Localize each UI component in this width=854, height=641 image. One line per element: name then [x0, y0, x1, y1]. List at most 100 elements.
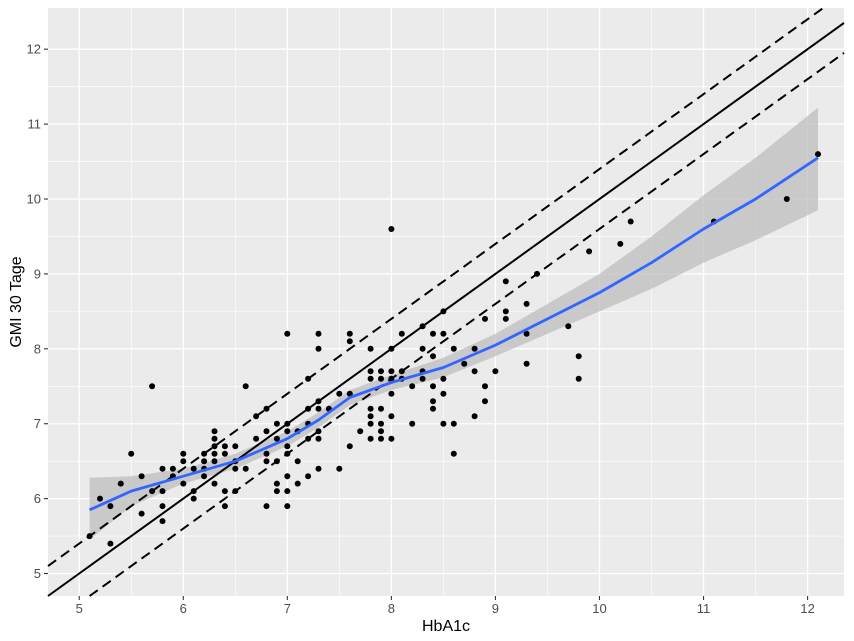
x-tick-label: 7: [284, 601, 291, 616]
data-point: [253, 435, 260, 442]
data-point: [315, 428, 322, 435]
data-point: [273, 420, 280, 427]
data-point: [367, 345, 374, 352]
data-point: [378, 435, 384, 442]
data-point: [388, 226, 395, 232]
x-tick-label: 6: [180, 601, 187, 616]
data-point: [367, 375, 374, 382]
data-point: [117, 480, 124, 487]
data-point: [440, 375, 447, 382]
data-point: [367, 405, 374, 412]
data-point: [367, 435, 374, 442]
data-point: [378, 375, 384, 382]
data-point: [367, 413, 374, 420]
data-point: [263, 503, 270, 510]
data-point: [430, 383, 436, 390]
x-tick-label: 11: [697, 601, 711, 616]
data-point: [201, 473, 208, 480]
y-tick-label: 7: [34, 416, 41, 431]
data-point: [398, 368, 405, 375]
data-point: [211, 428, 218, 435]
data-point: [201, 458, 208, 465]
data-point: [315, 405, 322, 412]
data-point: [232, 443, 239, 450]
y-tick-label: 5: [34, 566, 41, 581]
data-point: [575, 353, 582, 360]
data-point: [315, 465, 322, 472]
data-point: [107, 540, 114, 547]
data-point: [419, 345, 426, 352]
data-point: [273, 488, 280, 495]
data-point: [180, 450, 187, 457]
smooth-curve: [89, 156, 819, 512]
data-point: [221, 450, 228, 457]
data-point: [534, 270, 540, 277]
data-point: [450, 420, 457, 427]
data-point: [211, 458, 218, 465]
data-point: [419, 375, 426, 382]
data-point: [502, 315, 509, 322]
data-point: [97, 495, 103, 502]
data-point: [450, 450, 457, 457]
data-point: [294, 480, 301, 487]
dashed-reference-line: [89, 52, 845, 597]
data-point: [190, 495, 197, 502]
data-point: [315, 398, 322, 405]
data-point: [523, 300, 530, 307]
data-point: [398, 330, 405, 337]
data-point: [190, 488, 197, 495]
identity-line: [47, 22, 845, 597]
data-point: [461, 360, 468, 367]
data-point: [378, 405, 384, 412]
data-point: [378, 428, 384, 435]
data-point: [346, 330, 353, 337]
data-point: [232, 465, 239, 472]
data-point: [305, 473, 312, 480]
data-point: [346, 443, 353, 450]
data-point: [523, 360, 530, 367]
data-point: [263, 428, 270, 435]
y-tick-label: 10: [27, 192, 41, 207]
data-point: [242, 465, 249, 472]
data-point: [263, 458, 270, 465]
data-point: [284, 473, 291, 480]
data-point: [159, 465, 166, 472]
data-point: [315, 330, 322, 337]
data-point: [471, 413, 478, 420]
data-point: [149, 383, 156, 390]
data-point: [430, 330, 436, 337]
data-point: [211, 443, 218, 450]
data-point: [305, 435, 312, 442]
data-point: [86, 533, 93, 540]
data-point: [409, 420, 416, 427]
data-point: [294, 458, 301, 465]
data-point: [284, 488, 291, 495]
y-tick-label: 12: [27, 42, 41, 57]
data-point: [440, 308, 447, 315]
data-point: [315, 435, 322, 442]
data-point: [284, 428, 291, 435]
data-point: [305, 375, 312, 382]
data-point: [169, 465, 176, 472]
data-point: [221, 503, 228, 510]
reference-lines: [47, 7, 845, 597]
data-point: [159, 488, 166, 495]
data-point: [388, 345, 395, 352]
y-axis-title: GMI 30 Tage: [8, 256, 25, 347]
data-point: [502, 308, 509, 315]
data-point: [107, 503, 114, 510]
data-point: [232, 488, 239, 495]
x-tick-label: 12: [800, 601, 814, 616]
data-point: [211, 435, 218, 442]
data-point: [367, 420, 374, 427]
data-point: [565, 323, 572, 330]
data-point: [128, 450, 135, 457]
data-point: [388, 413, 395, 420]
data-point: [159, 503, 166, 510]
data-point: [138, 473, 145, 480]
data-point: [284, 420, 291, 427]
data-point: [284, 330, 291, 337]
x-axis-title: HbA1c: [422, 618, 470, 635]
data-point: [284, 503, 291, 510]
data-point: [159, 518, 166, 525]
